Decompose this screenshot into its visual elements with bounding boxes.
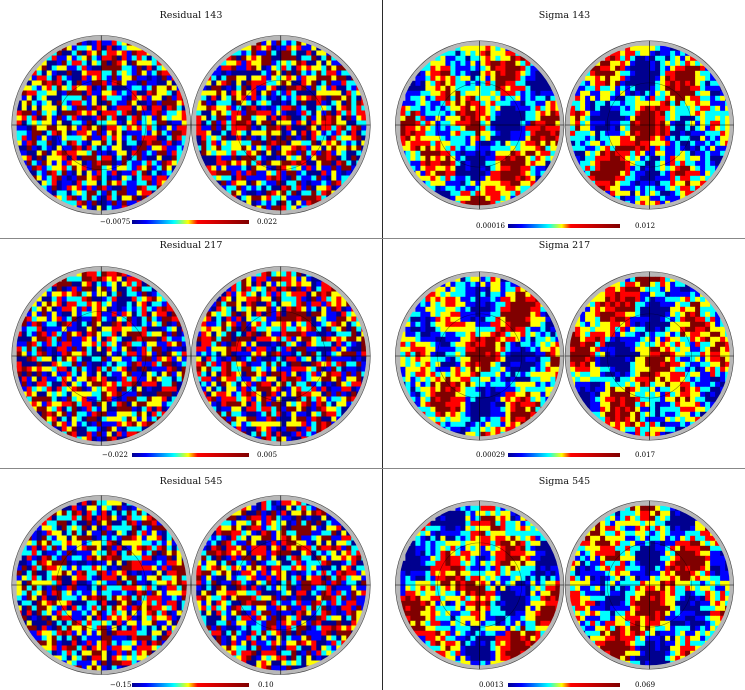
graticule <box>191 35 371 215</box>
graticule <box>191 495 371 675</box>
colorbar <box>508 683 620 687</box>
colorbar <box>508 224 620 228</box>
colorbar-min-label: 0.00029 <box>476 451 505 459</box>
panel-title: Residual 143 <box>159 10 223 21</box>
hemisphere-pixels <box>570 276 730 437</box>
graticule <box>11 266 191 446</box>
graticule <box>395 500 564 670</box>
colorbar-min-label: −0.022 <box>102 451 128 459</box>
colorbar-max-label: 0.017 <box>635 451 656 459</box>
colorbar <box>132 220 249 224</box>
panel-sigma-217: Sigma 217 0.00029 0.017 <box>384 238 745 459</box>
hemisphere-maps <box>11 35 371 215</box>
hemisphere-maps <box>11 495 371 675</box>
graticule <box>565 271 734 441</box>
graticule <box>11 35 191 215</box>
colorbar <box>132 683 249 687</box>
colorbar-max-label: 0.005 <box>257 451 278 459</box>
colorbar-max-label: 0.012 <box>635 222 656 230</box>
graticule <box>565 500 734 670</box>
graticule <box>11 495 191 675</box>
hemisphere-pixels <box>570 505 730 666</box>
panel-title: Residual 545 <box>159 476 223 487</box>
hemisphere-pixels <box>400 276 560 437</box>
colorbar <box>508 453 620 457</box>
panel-sigma-545: Sigma 545 0.0013 0.069 <box>384 474 745 690</box>
panel-sigma-143: Sigma 143 0.00016 0.012 <box>384 0 745 240</box>
colorbar <box>132 453 249 457</box>
panel-residual-143: Residual 143 −0.0075 0.022 <box>0 0 382 240</box>
hemisphere-pixels <box>196 40 367 211</box>
hemisphere-maps <box>11 266 371 446</box>
colorbar-max-label: 0.069 <box>635 681 656 689</box>
panel-residual-545: Residual 545 −0.15 0.10 <box>0 474 382 690</box>
graticule <box>565 40 734 210</box>
panel-title: Sigma 545 <box>538 476 591 487</box>
graticule <box>395 271 564 441</box>
horizontal-divider <box>0 468 745 469</box>
hemisphere-maps <box>395 40 734 210</box>
graticule <box>191 266 371 446</box>
colorbar-min-label: 0.00016 <box>476 222 505 230</box>
hemisphere-maps <box>395 500 734 670</box>
colorbar-min-label: −0.0075 <box>100 218 131 226</box>
colorbar-max-label: 0.022 <box>257 218 278 226</box>
hemisphere-pixels <box>196 271 367 442</box>
horizontal-divider <box>0 238 745 239</box>
hemisphere-maps <box>395 271 734 441</box>
vertical-divider <box>382 0 383 690</box>
colorbar-max-label: 0.10 <box>258 681 274 689</box>
colorbar-min-label: 0.0013 <box>479 681 504 689</box>
panel-title: Sigma 143 <box>538 10 591 21</box>
panel-title: Residual 217 <box>159 240 223 251</box>
panel-title: Sigma 217 <box>538 240 591 251</box>
panel-residual-217: Residual 217 −0.022 0.005 <box>0 238 382 459</box>
graticule <box>395 40 564 210</box>
colorbar-min-label: −0.15 <box>110 681 132 689</box>
hemisphere-pixels <box>16 500 187 671</box>
